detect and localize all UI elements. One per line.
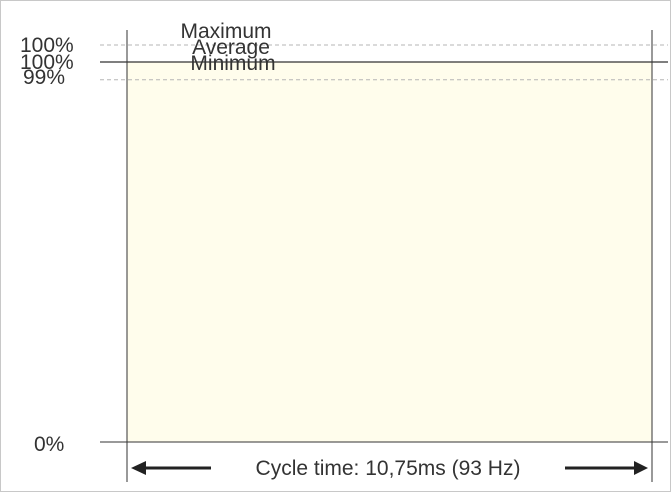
maximum-label: Maximum <box>180 20 271 43</box>
y-tick-label: 100% <box>20 34 74 57</box>
minimum-label: Minimum <box>190 52 275 75</box>
x-axis-label: Cycle time: 10,75ms (93 Hz) <box>256 457 521 480</box>
y-tick-label: 0% <box>34 433 64 456</box>
average-label: Average <box>192 36 270 59</box>
arrow-left-head <box>131 461 146 475</box>
area-fill <box>127 62 652 442</box>
y-tick-label: 99% <box>23 66 65 89</box>
y-tick-label: 100% <box>20 51 74 74</box>
arrow-right-head <box>634 461 648 475</box>
cycle-time-arrow <box>131 461 648 475</box>
